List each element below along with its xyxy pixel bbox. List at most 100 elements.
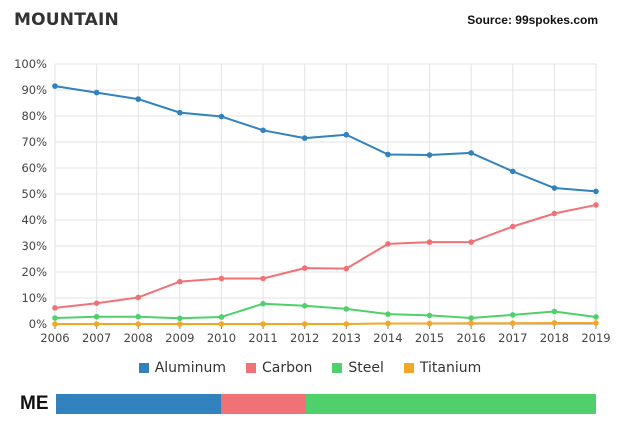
legend-swatch-steel: [332, 363, 343, 373]
data-point-steel: [260, 300, 266, 307]
data-point-aluminum: [260, 127, 266, 134]
data-point-carbon: [385, 241, 391, 247]
x-tick-label: 2013: [332, 331, 361, 345]
x-tick-label: 2011: [248, 331, 277, 345]
data-point-aluminum: [385, 151, 391, 158]
data-point-titanium: [135, 321, 142, 327]
chart-legend: Aluminum Carbon Steel Titanium: [0, 360, 620, 376]
y-tick-label: 10%: [21, 291, 47, 305]
x-tick-label: 2008: [124, 331, 153, 345]
x-tick-label: 2012: [290, 331, 319, 345]
x-tick-label: 2015: [415, 331, 444, 345]
x-tick-label: 2017: [498, 331, 527, 345]
data-point-steel: [301, 303, 308, 309]
y-tick-label: 50%: [21, 187, 47, 201]
series-line-carbon: [54, 203, 597, 309]
data-point-titanium: [468, 320, 474, 327]
data-point-steel: [509, 312, 516, 318]
legend-swatch-aluminum: [138, 363, 149, 373]
legend-item-aluminum[interactable]: Aluminum: [138, 360, 226, 376]
data-point-steel: [52, 315, 58, 321]
series-line-steel: [54, 302, 597, 320]
data-point-titanium: [385, 320, 391, 327]
data-point-carbon: [260, 275, 266, 282]
data-point-carbon: [135, 294, 142, 301]
data-point-carbon: [93, 300, 100, 307]
chart-title: MOUNTAIN: [14, 10, 119, 30]
y-tick-label: 70%: [21, 135, 47, 149]
y-tick-label: 20%: [21, 265, 47, 279]
data-point-carbon: [177, 278, 183, 285]
data-point-steel: [426, 312, 433, 319]
x-tick-label: 2016: [457, 331, 486, 345]
data-point-steel: [343, 306, 350, 312]
x-tick-label: 2019: [581, 331, 610, 345]
data-point-steel: [218, 314, 225, 320]
legend-label-titanium: Titanium: [419, 360, 482, 376]
series-line-titanium: [55, 321, 596, 325]
data-point-aluminum: [468, 150, 474, 156]
legend-item-titanium[interactable]: Titanium: [403, 360, 482, 376]
legend-label-carbon: Carbon: [261, 360, 313, 376]
data-point-titanium: [218, 321, 225, 327]
data-point-aluminum: [509, 168, 516, 175]
data-point-carbon: [52, 305, 58, 311]
data-point-aluminum: [593, 188, 599, 195]
data-point-carbon: [218, 275, 225, 282]
data-point-titanium: [301, 321, 308, 327]
y-tick-label: 30%: [21, 239, 47, 253]
x-tick-label: 2018: [540, 331, 569, 345]
x-tick-label: 2007: [82, 331, 111, 345]
data-point-aluminum: [551, 185, 558, 191]
data-point-aluminum: [135, 96, 142, 102]
x-tick-label: 2010: [207, 331, 236, 345]
legend-swatch-carbon: [245, 363, 256, 373]
data-point-aluminum: [177, 109, 183, 116]
y-tick-label: 100%: [14, 57, 47, 71]
x-tick-label: 2006: [40, 331, 69, 345]
data-point-aluminum: [52, 83, 58, 89]
data-point-titanium: [343, 321, 350, 327]
me-segment-aluminum: [56, 394, 222, 414]
data-point-titanium: [426, 320, 433, 327]
y-tick-label: 90%: [21, 83, 47, 97]
legend-swatch-titanium: [403, 363, 414, 373]
data-point-titanium: [509, 320, 516, 327]
data-point-steel: [385, 311, 391, 317]
data-point-steel: [177, 315, 183, 322]
data-point-carbon: [343, 265, 350, 272]
data-point-carbon: [426, 239, 433, 245]
data-point-carbon: [593, 202, 599, 208]
y-tick-label: 80%: [21, 109, 47, 123]
y-tick-label: 40%: [21, 213, 47, 227]
data-point-titanium: [93, 321, 100, 327]
me-segment-steel: [306, 394, 596, 414]
data-point-aluminum: [218, 113, 225, 120]
legend-label-aluminum: Aluminum: [154, 360, 226, 376]
data-point-steel: [551, 308, 558, 315]
y-tick-label: 0%: [29, 317, 47, 331]
data-point-steel: [468, 315, 474, 321]
data-point-titanium: [260, 321, 266, 327]
me-label: ME: [20, 393, 49, 414]
data-point-titanium: [593, 320, 599, 326]
data-point-carbon: [509, 223, 516, 230]
data-point-steel: [93, 313, 100, 320]
me-segment-carbon: [221, 394, 306, 414]
data-point-aluminum: [301, 135, 308, 141]
me-stacked-bar: [56, 394, 596, 414]
data-point-carbon: [551, 210, 558, 217]
data-point-carbon: [468, 239, 474, 245]
x-tick-label: 2014: [373, 331, 402, 345]
line-chart: 0% 10% 20% 30% 40% 50% 60% 70% 80% 90% 100% 2006 200…: [14, 57, 611, 345]
data-point-titanium: [177, 321, 183, 327]
data-point-steel: [135, 313, 142, 320]
legend-item-carbon[interactable]: Carbon: [245, 360, 313, 376]
data-point-titanium: [52, 321, 58, 327]
data-point-steel: [593, 314, 599, 320]
series-line-aluminum: [54, 85, 597, 193]
data-point-titanium: [551, 320, 558, 326]
data-point-aluminum: [343, 131, 350, 138]
data-point-aluminum: [93, 89, 100, 96]
legend-item-steel[interactable]: Steel: [332, 360, 384, 376]
